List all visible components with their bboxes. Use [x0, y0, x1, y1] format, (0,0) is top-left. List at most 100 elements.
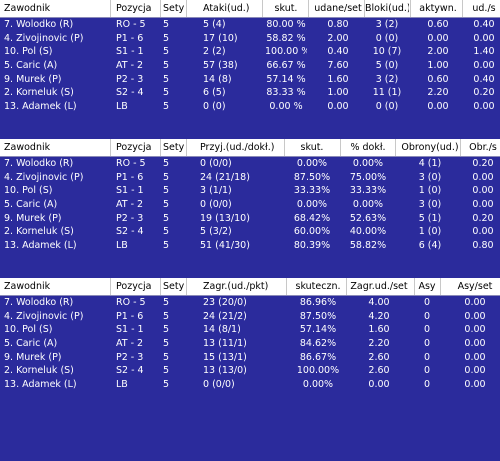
stat-cell: 52.63%	[349, 212, 387, 224]
stat-cell: LB	[116, 240, 128, 252]
stat-cell: 0.00	[473, 32, 495, 44]
column-divider[interactable]	[410, 0, 411, 17]
column-header[interactable]: ud./s	[472, 3, 496, 14]
column-header[interactable]: skut.	[274, 3, 298, 14]
column-divider[interactable]	[262, 0, 263, 17]
column-header[interactable]: Pozycja	[116, 3, 152, 14]
stats-table-1: Zawodnik Pozycja Sety Ataki(ud.) skut. udane/…	[0, 0, 500, 114]
column-divider[interactable]	[395, 139, 396, 156]
column-divider[interactable]	[308, 0, 309, 17]
player-name: 2. Korneluk (S)	[4, 87, 74, 99]
column-divider[interactable]	[160, 139, 161, 156]
column-divider[interactable]	[110, 278, 111, 295]
table-row[interactable]: 5. Caric (A) AT - 2 5 0 (0/0) 0.00% 0.00% 3 (0…	[0, 198, 500, 212]
column-divider[interactable]	[462, 0, 463, 17]
stat-cell: S1 - 1	[116, 185, 144, 197]
column-divider[interactable]	[460, 139, 461, 156]
player-name: 4. Zivojinovic (P)	[4, 310, 84, 322]
stat-cell: 0 (0/0)	[203, 379, 235, 391]
stats-table-2: Zawodnik Pozycja Sety Przyj.(ud./dokł.) skut…	[0, 139, 500, 253]
table-row[interactable]: 2. Korneluk (S) S2 - 4 5 13 (13/0) 100.00% 2.…	[0, 364, 500, 378]
table-row[interactable]: 5. Caric (A) AT - 2 5 13 (11/1) 84.62% 2.20 0 0…	[0, 337, 500, 351]
column-header[interactable]: Obr./s	[469, 142, 497, 153]
column-divider[interactable]	[110, 139, 111, 156]
column-header[interactable]: Przyj.(ud./dokł.)	[200, 142, 275, 153]
table-row[interactable]: 13. Adamek (L) LB 5 0 (0) 0.00 % 0.00 0 (0) 0.0…	[0, 100, 500, 114]
stat-cell: 0.00	[464, 365, 486, 377]
column-header[interactable]: % dokł.	[350, 142, 386, 153]
stat-cell: 0	[423, 338, 431, 350]
column-divider[interactable]	[340, 139, 341, 156]
stat-cell: 0.00%	[296, 199, 328, 211]
stat-cell: 4 (1)	[418, 158, 442, 169]
table-row[interactable]: 7. Wolodko (R) RO - 5 5 0 (0/0) 0.00% 0.00% 4 …	[0, 157, 500, 171]
column-divider[interactable]	[160, 278, 161, 295]
table-row[interactable]: 13. Adamek (L) LB 5 0 (0/0) 0.00% 0.00 0 0.00	[0, 378, 500, 392]
column-divider[interactable]	[110, 0, 111, 17]
column-header[interactable]: Bloki(ud.)	[365, 3, 409, 14]
table-row[interactable]: 10. Pol (S) S1 - 1 5 14 (8/1) 57.14% 1.60 0 0.0…	[0, 323, 500, 337]
stat-cell: 0	[423, 365, 431, 377]
column-divider[interactable]	[346, 278, 347, 295]
column-divider[interactable]	[364, 0, 365, 17]
column-header[interactable]: Pozycja	[116, 142, 152, 153]
stat-cell: 5	[163, 87, 170, 99]
table-row[interactable]: 4. Zivojinovic (P) P1 - 6 5 17 (10) 58.82 % 2…	[0, 32, 500, 46]
column-header[interactable]: Asy	[418, 281, 436, 292]
stat-cell: 57.14 %	[266, 73, 306, 85]
stat-cell: S2 - 4	[116, 87, 144, 99]
table-row[interactable]: 7. Wolodko (R) RO - 5 5 5 (4) 80.00 % 0.80 3 (…	[0, 18, 500, 32]
table-row[interactable]: 4. Zivojinovic (P) P1 - 6 5 24 (21/18) 87.50…	[0, 171, 500, 185]
column-header[interactable]: Zawodnik	[4, 281, 51, 292]
stat-cell: 0 (0)	[375, 32, 399, 44]
column-header[interactable]: Zagr.ud./set	[350, 281, 408, 292]
column-header[interactable]: Zawodnik	[4, 142, 51, 153]
stat-cell: P2 - 3	[116, 351, 144, 363]
table-row[interactable]: 9. Murek (P) P2 - 3 5 19 (13/10) 68.42% 52.63…	[0, 212, 500, 226]
stat-cell: 5	[163, 46, 170, 58]
column-header[interactable]: Asy/set	[457, 281, 493, 292]
column-header[interactable]: skut.	[300, 142, 324, 153]
column-header[interactable]: Pozycja	[116, 281, 152, 292]
column-header[interactable]: udane/set	[314, 3, 362, 14]
table-row[interactable]: 5. Caric (A) AT - 2 5 57 (38) 66.67 % 7.60 5 (…	[0, 59, 500, 73]
table-row[interactable]: 7. Wolodko (R) RO - 5 5 23 (20/0) 86.96% 4.00…	[0, 296, 500, 310]
stat-cell: 1.00	[427, 60, 449, 72]
table-row[interactable]: 13. Adamek (L) LB 5 51 (41/30) 80.39% 58.82% 6…	[0, 239, 500, 253]
column-divider[interactable]	[186, 139, 187, 156]
table-row[interactable]: 9. Murek (P) P2 - 3 5 15 (13/1) 86.67% 2.60 0 0…	[0, 351, 500, 365]
table-row[interactable]: 2. Korneluk (S) S2 - 4 5 6 (5) 83.33 % 1.00 11…	[0, 86, 500, 100]
stat-cell: 24 (21/2)	[203, 310, 247, 322]
column-header[interactable]: skuteczn.	[295, 281, 341, 292]
stat-cell: 0.00%	[302, 379, 334, 391]
stat-cell: 0.80	[327, 19, 349, 30]
table-row[interactable]: 4. Zivojinovic (P) P1 - 6 5 24 (21/2) 87.50%…	[0, 310, 500, 324]
column-divider[interactable]	[160, 0, 161, 17]
column-divider[interactable]	[414, 278, 415, 295]
column-header[interactable]: Sety	[163, 281, 185, 292]
column-divider[interactable]	[440, 278, 441, 295]
column-header[interactable]: aktywn.	[419, 3, 457, 14]
column-header[interactable]: Zagr.(ud./pkt)	[203, 281, 269, 292]
column-divider[interactable]	[186, 278, 187, 295]
column-divider[interactable]	[186, 0, 187, 17]
column-divider[interactable]	[284, 139, 285, 156]
table-row[interactable]: 10. Pol (S) S1 - 1 5 2 (2) 100.00 % 0.40 10 (7…	[0, 45, 500, 59]
stat-cell: RO - 5	[116, 158, 146, 169]
column-header[interactable]: Obrony(ud.)	[401, 142, 459, 153]
stat-cell: 5	[163, 212, 170, 224]
column-header[interactable]: Sety	[163, 3, 185, 14]
column-header[interactable]: Ataki(ud.)	[203, 3, 250, 14]
column-divider[interactable]	[286, 278, 287, 295]
stat-cell: P2 - 3	[116, 73, 144, 85]
stat-cell: 4.20	[368, 310, 390, 322]
column-header[interactable]: Sety	[163, 142, 185, 153]
table-row[interactable]: 10. Pol (S) S1 - 1 5 3 (1/1) 33.33% 33.33% 1 (…	[0, 184, 500, 198]
stat-cell: 51 (41/30)	[200, 240, 250, 252]
column-header[interactable]: Zawodnik	[4, 3, 51, 14]
stat-cell: 0 (0)	[203, 101, 226, 113]
stat-cell: 5	[163, 199, 170, 211]
stat-cell: 1 (0)	[418, 185, 442, 197]
table-row[interactable]: 9. Murek (P) P2 - 3 5 14 (8) 57.14 % 1.60 3 (2…	[0, 73, 500, 87]
table-row[interactable]: 2. Korneluk (S) S2 - 4 5 5 (3/2) 60.00% 40.00…	[0, 225, 500, 239]
